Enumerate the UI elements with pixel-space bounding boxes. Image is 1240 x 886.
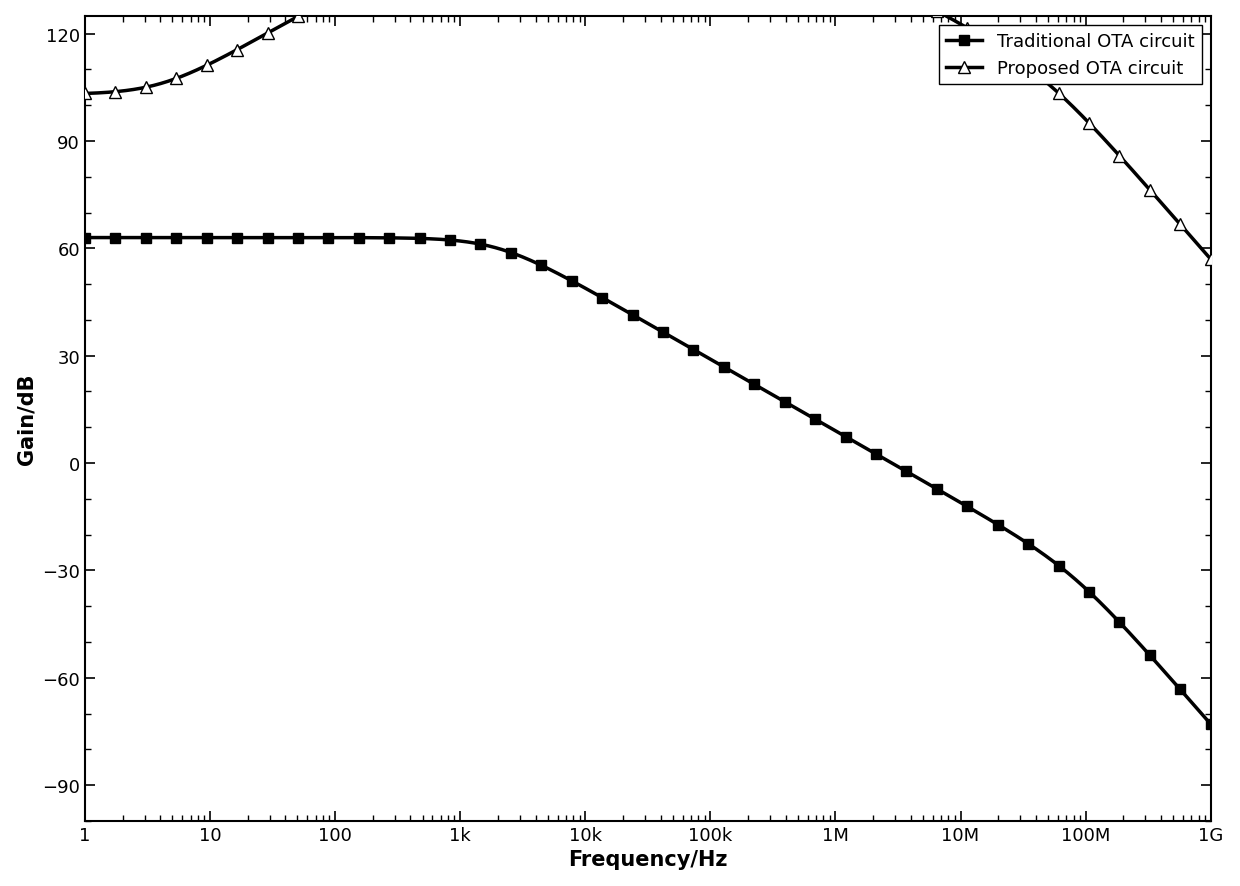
X-axis label: Frequency/Hz: Frequency/Hz	[568, 850, 728, 869]
Y-axis label: Gain/dB: Gain/dB	[16, 373, 37, 464]
Legend: Traditional OTA circuit, Proposed OTA circuit: Traditional OTA circuit, Proposed OTA ci…	[939, 26, 1202, 85]
